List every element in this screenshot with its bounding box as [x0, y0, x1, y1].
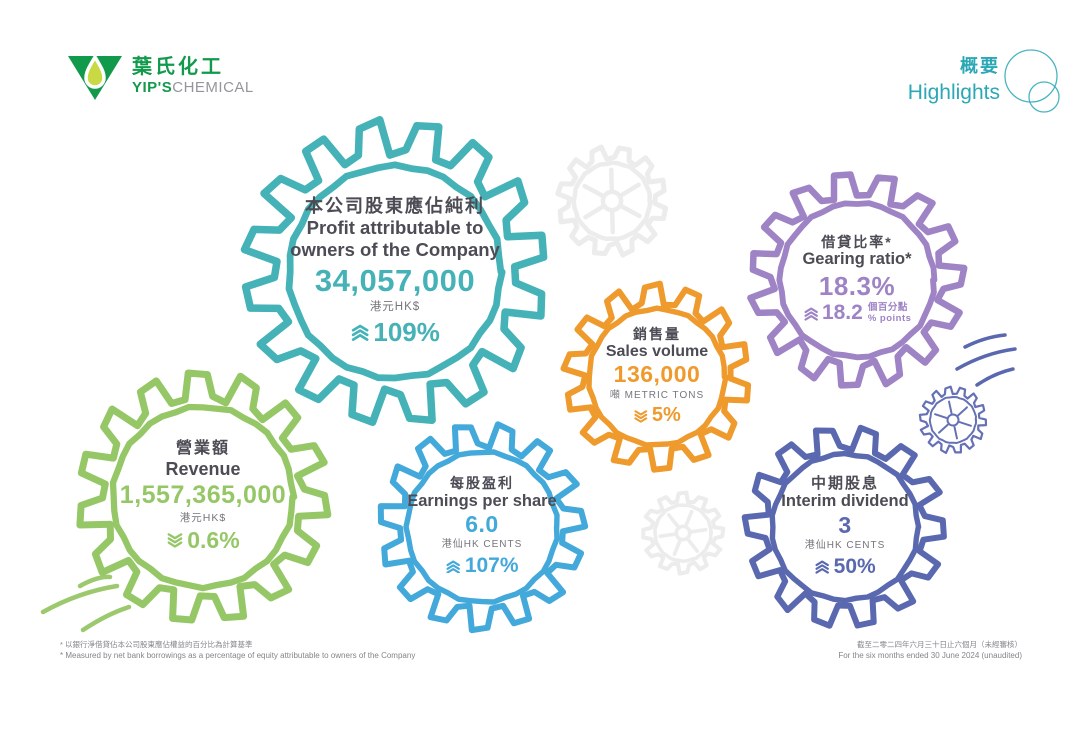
gearing-change-suffix: 個百分點 % points — [867, 301, 912, 325]
revenue-title-en: Revenue — [165, 458, 241, 479]
sketch-gear-indigo-icon — [918, 385, 988, 454]
eps-title-zh: 每股盈利 — [450, 475, 514, 492]
sales-value: 136,000 — [613, 361, 701, 388]
footnote-right-zh: 截至二零二四年六月三十日止六個月（未經審核） — [857, 640, 1022, 649]
profit-title-zh: 本公司股東應佔純利 — [305, 196, 485, 217]
footnote-right-en: For the six months ended 30 June 2024 (u… — [838, 651, 1022, 661]
footnote-left-zh: * 以銀行淨借貸佔本公司股東應佔權益的百分比為計算基準 — [60, 640, 253, 649]
logo-name-en: YIP'SCHEMICAL — [132, 78, 254, 98]
dividend-change: 50% — [814, 554, 876, 580]
sales-unit: 噸 METRIC TONS — [609, 389, 705, 401]
gear-dividend-outline-icon — [741, 424, 947, 629]
eps-unit: 港仙HK CENTS — [441, 539, 523, 551]
background-gear-large — [552, 141, 672, 261]
eps-title-en: Earnings per share — [407, 491, 557, 510]
gearing-value: 18.3% — [818, 270, 896, 301]
sales-title-en: Sales volume — [605, 342, 709, 360]
page-title-en: Highlights — [907, 81, 1000, 104]
eps-value: 6.0 — [465, 511, 499, 538]
dividend-unit: 港仙HK CENTS — [804, 539, 886, 551]
gearing-change-suffix-zh: 個百分點 — [867, 301, 908, 313]
sales-change-value: 5% — [651, 404, 681, 427]
gearing-title-en: Gearing ratio* — [802, 250, 912, 269]
footnote-right: 截至二零二四年六月三十日止六個月（未經審核） For the six month… — [838, 639, 1022, 662]
up-chevrons-icon — [446, 560, 461, 574]
eps-change: 107% — [445, 554, 519, 579]
dividend-value: 3 — [838, 511, 852, 538]
revenue-unit: 港元HK$ — [179, 511, 227, 524]
up-chevrons-icon — [815, 560, 830, 574]
sales-change: 5% — [633, 404, 681, 428]
gear-eps-outline-icon — [377, 421, 589, 634]
gear-eps-content: 每股盈利 Earnings per share 6.0 港仙HK CENTS 1… — [372, 417, 592, 637]
swirl-decoration-icon — [1004, 49, 1060, 113]
dividend-change-value: 50% — [833, 554, 876, 578]
logo-en-bold: YIP'S — [132, 79, 173, 96]
gear-profit: 本公司股東應佔純利 Profit attributable to owners … — [235, 112, 555, 432]
profit-change: 109% — [350, 317, 440, 348]
gear-eps: 每股盈利 Earnings per share 6.0 港仙HK CENTS 1… — [372, 417, 592, 637]
gear-sales: 銷售量 Sales volume 136,000 噸 METRIC TONS 5… — [557, 277, 757, 477]
eps-change-value: 107% — [464, 554, 519, 578]
gear-profit-outline-icon — [240, 116, 548, 426]
profit-value: 34,057,000 — [314, 263, 476, 299]
down-chevrons-icon — [634, 409, 648, 423]
gear-profit-content: 本公司股東應佔純利 Profit attributable to owners … — [235, 112, 555, 432]
blue-speed-dashes-icon — [955, 333, 1017, 387]
page-title: 概要 Highlights — [850, 52, 1000, 105]
revenue-value: 1,557,365,000 — [119, 481, 287, 510]
background-gear-large-icon — [555, 144, 669, 258]
revenue-change: 0.6% — [166, 526, 240, 554]
gear-dividend: 中期股息 Interim dividend 3 港仙HK CENTS 50% — [738, 420, 952, 634]
sketch-gear-indigo — [915, 382, 991, 458]
gear-gearing-ratio: 借貸比率* Gearing ratio* 18.3% 18.2 個百分點 % p… — [743, 166, 971, 394]
gear-gearing-content: 借貸比率* Gearing ratio* 18.3% 18.2 個百分點 % p… — [743, 166, 971, 394]
logo-name-zh: 葉氏化工 — [132, 56, 224, 78]
logo-en-light: CHEMICAL — [172, 79, 254, 96]
gear-sales-outline-icon — [560, 280, 752, 473]
revenue-title-zh: 營業額 — [175, 439, 230, 457]
gear-dividend-content: 中期股息 Interim dividend 3 港仙HK CENTS 50% — [738, 420, 952, 634]
gearing-change: 18.2 個百分點 % points — [803, 301, 912, 326]
revenue-change-value: 0.6% — [187, 526, 240, 553]
profit-unit: 港元HK$ — [369, 300, 421, 313]
background-gear-small — [638, 488, 728, 578]
background-gear-small-icon — [641, 490, 726, 576]
gear-sales-content: 銷售量 Sales volume 136,000 噸 METRIC TONS 5… — [557, 277, 757, 477]
dividend-title-en: Interim dividend — [781, 492, 909, 511]
company-logo: 葉氏化工 YIP'SCHEMICAL — [68, 54, 254, 102]
gear-gearing-outline-icon — [747, 171, 968, 389]
profit-change-value: 109% — [373, 317, 440, 348]
up-chevrons-icon — [351, 324, 369, 341]
gearing-change-suffix-en: % points — [867, 312, 912, 324]
gearing-title-zh: 借貸比率* — [821, 233, 893, 250]
up-chevrons-icon — [804, 307, 818, 321]
green-speed-dashes-icon — [40, 574, 132, 633]
gear-revenue: 營業額 Revenue 1,557,365,000 港元HK$ 0.6% — [70, 364, 336, 630]
logo-triangle-drop-icon — [68, 54, 122, 100]
gear-revenue-content: 營業額 Revenue 1,557,365,000 港元HK$ 0.6% — [70, 364, 336, 630]
footnote-left: * 以銀行淨借貸佔本公司股東應佔權益的百分比為計算基準 * Measured b… — [60, 639, 415, 662]
profit-title-en: Profit attributable to owners of the Com… — [290, 217, 500, 261]
footnote-left-en: * Measured by net bank borrowings as a p… — [60, 651, 416, 661]
gearing-change-value: 18.2 — [821, 301, 863, 325]
down-chevrons-icon — [167, 533, 183, 548]
dividend-title-zh: 中期股息 — [810, 474, 879, 492]
sales-title-zh: 銷售量 — [633, 326, 681, 343]
page-title-zh: 概要 — [960, 56, 1000, 76]
logo-text: 葉氏化工 YIP'SCHEMICAL — [132, 54, 254, 98]
gear-revenue-outline-icon — [76, 369, 332, 624]
